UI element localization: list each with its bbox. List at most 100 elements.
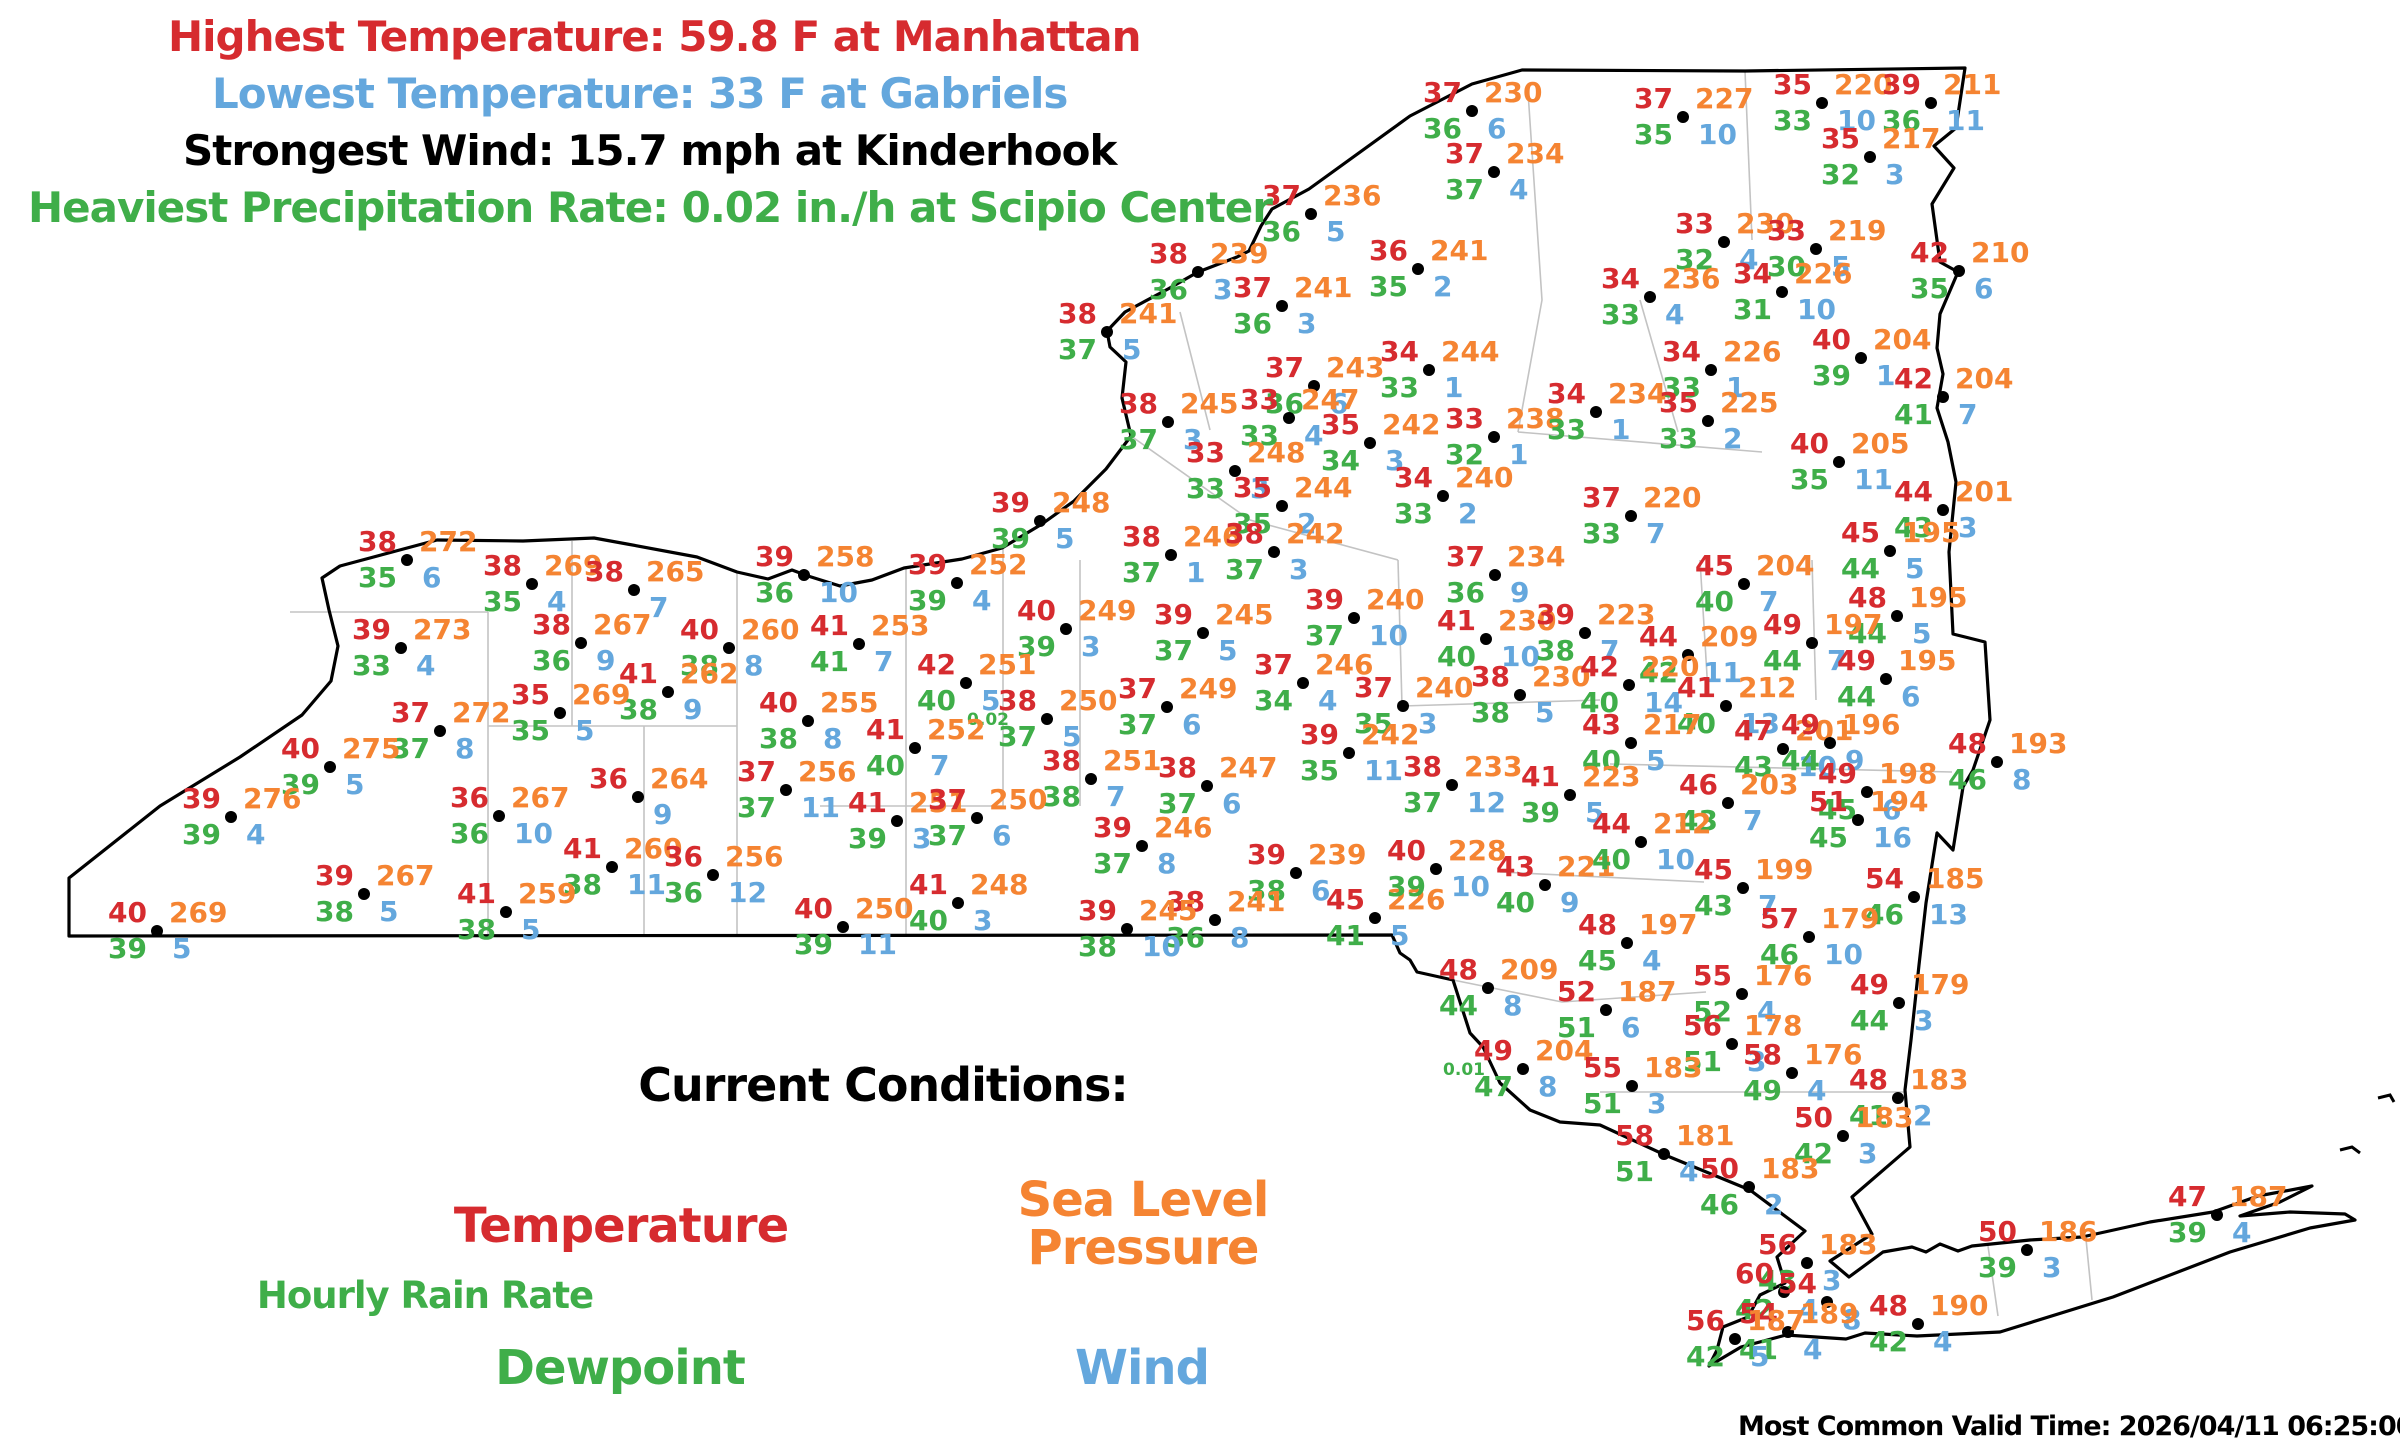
svg-text:13: 13 xyxy=(1741,707,1780,740)
svg-text:8: 8 xyxy=(823,722,842,755)
station: 49 179 44 3 xyxy=(1850,968,1969,1037)
station: 39 276 39 4 xyxy=(182,782,301,851)
svg-text:37: 37 xyxy=(1262,179,1301,212)
svg-text:9: 9 xyxy=(683,693,702,726)
legend-temperature-label: Temperature xyxy=(453,1198,789,1254)
svg-text:4: 4 xyxy=(1665,298,1684,331)
svg-text:38: 38 xyxy=(532,608,571,641)
svg-text:37: 37 xyxy=(737,791,776,824)
station: 41 252 40 7 xyxy=(866,713,985,782)
svg-text:38: 38 xyxy=(1403,750,1442,783)
svg-text:5: 5 xyxy=(345,768,364,801)
svg-text:269: 269 xyxy=(544,549,602,582)
svg-text:39: 39 xyxy=(908,584,947,617)
svg-text:256: 256 xyxy=(725,840,783,873)
svg-text:42: 42 xyxy=(1894,362,1933,395)
svg-text:39: 39 xyxy=(848,822,887,855)
svg-text:12: 12 xyxy=(1467,786,1506,819)
svg-text:7: 7 xyxy=(874,645,893,678)
svg-text:239: 239 xyxy=(1210,237,1268,270)
svg-text:41: 41 xyxy=(810,609,849,642)
svg-text:39: 39 xyxy=(1078,894,1117,927)
svg-text:39: 39 xyxy=(1978,1251,2017,1284)
svg-text:181: 181 xyxy=(1676,1119,1734,1152)
station: 45 199 43 7 xyxy=(1694,853,1813,922)
svg-text:42: 42 xyxy=(917,648,956,681)
state-outline xyxy=(67,66,2357,1368)
svg-text:179: 179 xyxy=(1821,902,1879,935)
station: 43 217 40 5 xyxy=(1582,708,1701,777)
svg-text:40: 40 xyxy=(1677,707,1716,740)
svg-text:36: 36 xyxy=(589,762,628,795)
svg-text:43: 43 xyxy=(1758,1264,1797,1297)
svg-text:3: 3 xyxy=(973,904,992,937)
svg-text:37: 37 xyxy=(1119,423,1158,456)
svg-text:42: 42 xyxy=(1910,236,1949,269)
svg-text:34: 34 xyxy=(1254,684,1293,717)
svg-text:5: 5 xyxy=(1062,720,1081,753)
svg-text:54: 54 xyxy=(1739,1297,1778,1330)
svg-text:4: 4 xyxy=(1933,1325,1952,1358)
county-boundaries xyxy=(290,70,2093,1317)
station: 38 241 36 8 xyxy=(1166,885,1285,954)
svg-text:4: 4 xyxy=(2232,1216,2251,1249)
station: 39 245 38 10 xyxy=(1078,894,1197,963)
header-highest-temperature: Highest Temperature: 59.8 F at Manhattan xyxy=(168,12,1141,61)
svg-text:38: 38 xyxy=(1078,930,1117,963)
svg-text:39: 39 xyxy=(1882,68,1921,101)
svg-text:7: 7 xyxy=(1106,780,1125,813)
svg-text:250: 250 xyxy=(1059,684,1117,717)
svg-text:11: 11 xyxy=(627,868,666,901)
svg-text:36: 36 xyxy=(450,781,489,814)
svg-text:33: 33 xyxy=(1240,419,1279,452)
svg-text:10: 10 xyxy=(1369,619,1408,652)
svg-text:245: 245 xyxy=(1215,598,1273,631)
svg-text:0.02: 0.02 xyxy=(967,710,1009,730)
svg-text:228: 228 xyxy=(1448,834,1506,867)
svg-text:195: 195 xyxy=(1909,581,1967,614)
svg-text:241: 241 xyxy=(1119,297,1177,330)
svg-text:3: 3 xyxy=(1250,472,1269,505)
svg-text:5: 5 xyxy=(981,684,1000,717)
station: 38 245 37 3 xyxy=(1119,387,1238,456)
station: 35 225 33 2 xyxy=(1659,386,1778,455)
legend-hourly-rain-rate-label: Hourly Rain Rate xyxy=(256,1274,594,1317)
svg-text:260: 260 xyxy=(624,832,682,865)
svg-text:43: 43 xyxy=(1496,850,1535,883)
svg-text:242: 242 xyxy=(1286,517,1344,550)
svg-text:35: 35 xyxy=(1321,408,1360,441)
svg-text:55: 55 xyxy=(1693,959,1732,992)
station: 37 240 35 3 xyxy=(1354,671,1473,740)
station: 40 255 38 8 xyxy=(759,686,878,755)
svg-text:176: 176 xyxy=(1754,959,1812,992)
svg-text:251: 251 xyxy=(978,648,1036,681)
svg-text:252: 252 xyxy=(969,548,1027,581)
svg-text:276: 276 xyxy=(243,782,301,815)
station: 38 230 38 5 xyxy=(1471,660,1590,729)
station: 34 234 33 1 xyxy=(1547,377,1666,446)
svg-text:51: 51 xyxy=(1809,785,1848,818)
svg-text:5: 5 xyxy=(379,895,398,928)
svg-text:3: 3 xyxy=(1081,630,1100,663)
station: 54 189 41 4 xyxy=(1739,1297,1858,1366)
svg-text:4: 4 xyxy=(1799,1293,1818,1326)
svg-text:38: 38 xyxy=(998,684,1037,717)
svg-text:40: 40 xyxy=(866,749,905,782)
svg-text:11: 11 xyxy=(1364,754,1403,787)
svg-text:189: 189 xyxy=(1800,1297,1858,1330)
svg-text:38: 38 xyxy=(1122,520,1161,553)
svg-text:41: 41 xyxy=(1739,1333,1778,1366)
svg-text:272: 272 xyxy=(419,525,477,558)
svg-text:40: 40 xyxy=(108,896,147,929)
svg-text:41: 41 xyxy=(1894,398,1933,431)
svg-text:2: 2 xyxy=(1764,1188,1783,1221)
svg-text:179: 179 xyxy=(1911,968,1969,1001)
svg-text:33: 33 xyxy=(1394,497,1433,530)
svg-text:56: 56 xyxy=(1683,1009,1722,1042)
svg-text:40: 40 xyxy=(794,892,833,925)
svg-text:41: 41 xyxy=(1521,760,1560,793)
svg-text:6: 6 xyxy=(1621,1011,1640,1044)
svg-text:7: 7 xyxy=(1758,889,1777,922)
station: 43 221 40 9 xyxy=(1496,850,1615,919)
